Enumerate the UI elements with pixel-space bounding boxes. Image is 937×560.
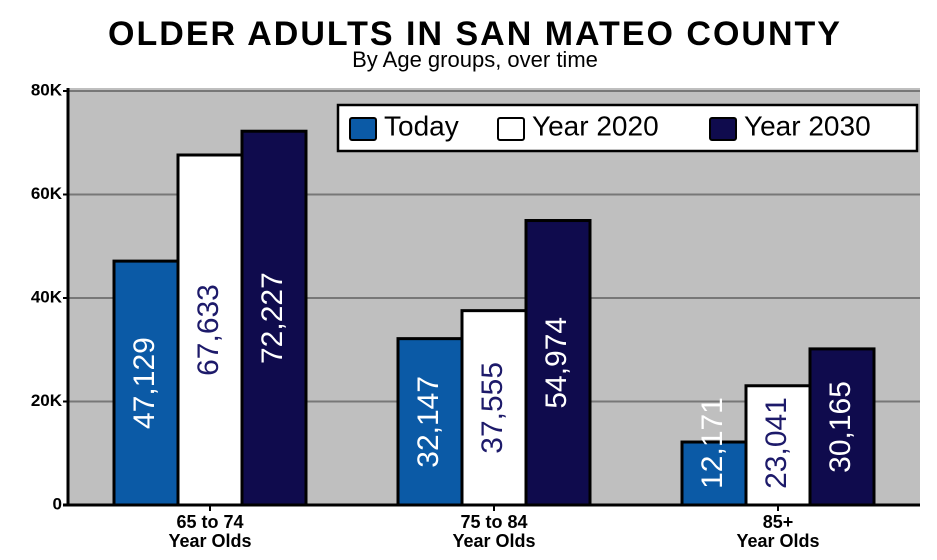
- bar: [240, 129, 308, 507]
- legend: Today Year 2020 Year 2030: [336, 103, 919, 153]
- data-label: 54,974: [540, 317, 573, 409]
- data-label: 37,555: [476, 362, 509, 454]
- x-tick-label: 85+ Year Olds: [736, 512, 819, 551]
- data-label: 32,147: [412, 376, 445, 468]
- legend-label: Today: [384, 110, 459, 141]
- data-label: 23,041: [760, 397, 793, 489]
- bar: [176, 153, 244, 507]
- chart-subtitle: By Age groups, over time: [352, 47, 598, 72]
- bar: [524, 219, 592, 507]
- data-label: 12,171: [696, 397, 729, 489]
- x-tick-label: 75 to 84 Year Olds: [452, 512, 535, 551]
- y-tick-label: 80K: [31, 80, 63, 99]
- y-tick-label: 20K: [31, 391, 63, 410]
- data-label: 47,129: [128, 337, 161, 429]
- bar: [744, 384, 812, 507]
- data-label: 30,165: [824, 381, 857, 473]
- x-tick-label: 65 to 74 Year Olds: [168, 512, 251, 551]
- y-tick-label: 60K: [31, 184, 63, 203]
- legend-swatch: [709, 117, 737, 141]
- data-label: 67,633: [192, 284, 225, 376]
- bar: [808, 347, 876, 507]
- legend-label: Year 2020: [532, 110, 659, 141]
- legend-swatch: [349, 117, 377, 141]
- bar: [396, 337, 464, 507]
- y-tick-label: 0: [53, 494, 62, 513]
- legend-box: [336, 103, 919, 153]
- legend-label: Year 2030: [744, 110, 871, 141]
- y-tick-label: 40K: [31, 287, 63, 306]
- chart-title: OLDER ADULTS IN SAN MATEO COUNTY: [108, 15, 842, 53]
- legend-swatch: [497, 117, 525, 141]
- data-label: 72,227: [256, 272, 289, 364]
